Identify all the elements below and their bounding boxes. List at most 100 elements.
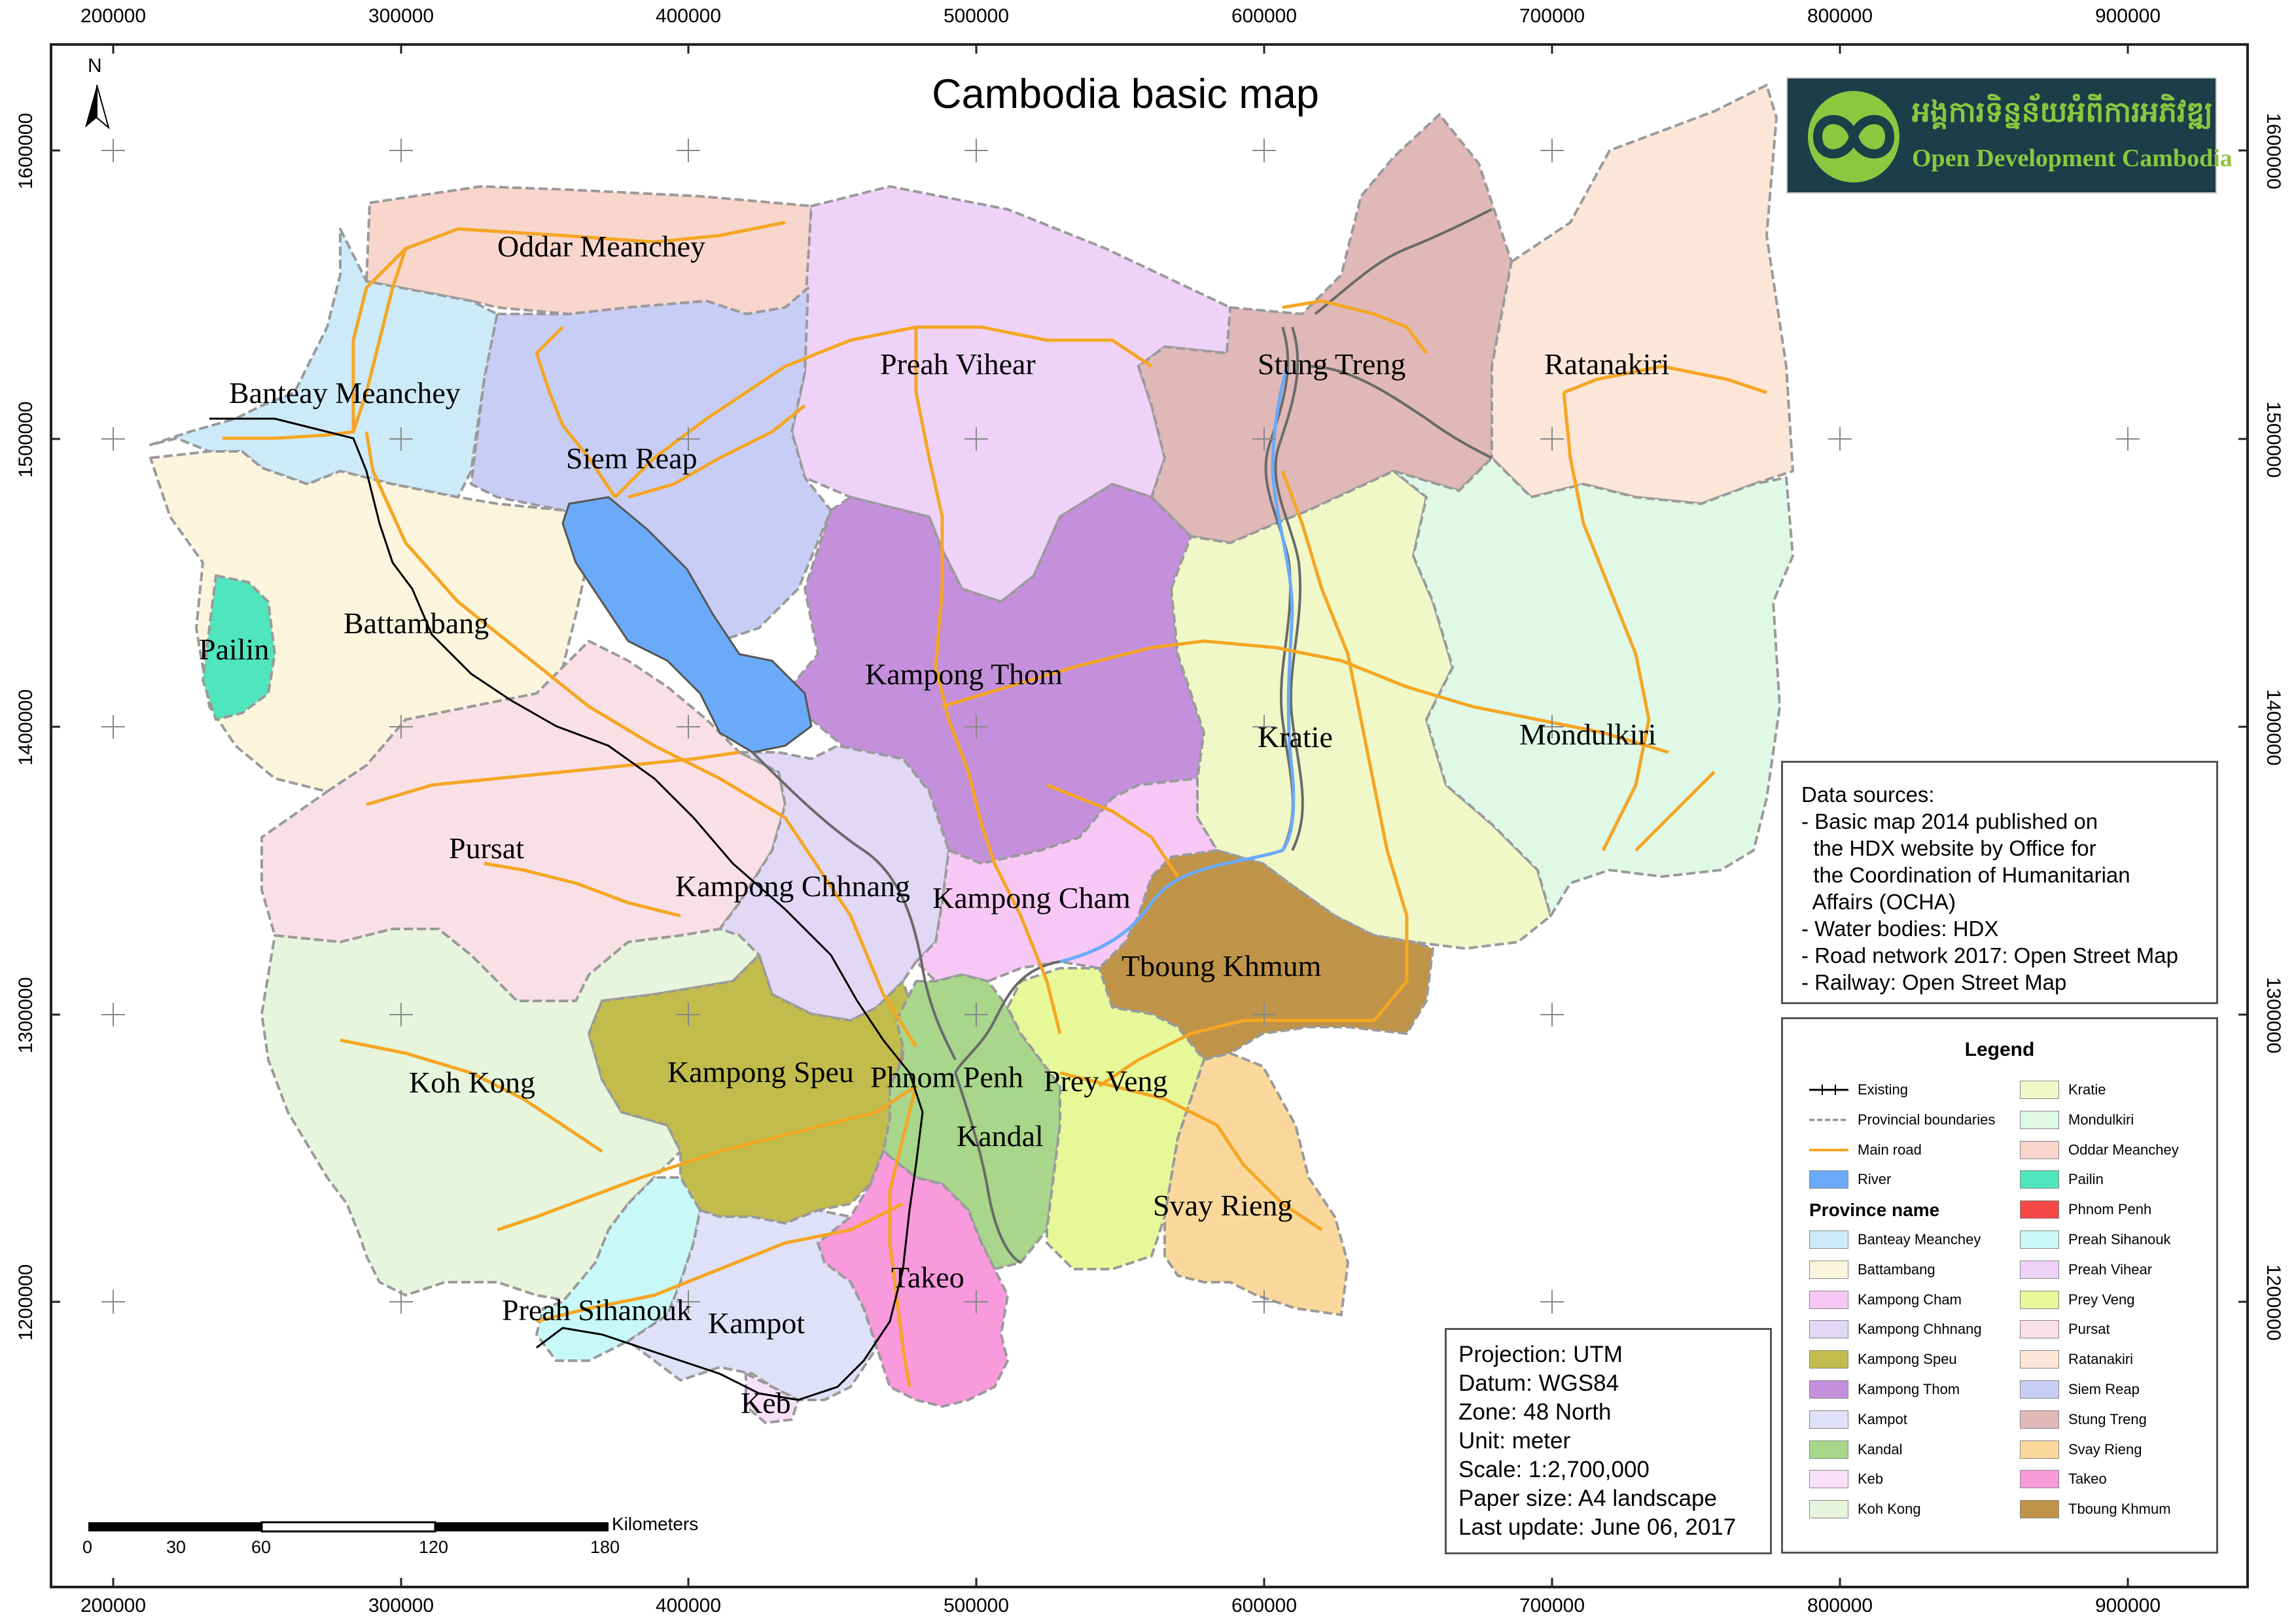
legend-swatch <box>2020 1440 2059 1459</box>
legend-swatch <box>2020 1350 2059 1369</box>
legend-label: Siem Reap <box>2068 1380 2140 1397</box>
data-sources-line: the Coordination of Humanitarian <box>1801 863 2130 887</box>
label-keb: Keb <box>741 1386 791 1420</box>
x-tick-label-bottom: 700000 <box>1519 1595 1585 1616</box>
legend-swatch <box>2020 1081 2059 1099</box>
legend-label: Prey Veng <box>2068 1291 2135 1308</box>
graticule-cross <box>389 715 413 739</box>
legend-label-existing: Existing <box>1858 1081 1909 1098</box>
legend-label: Kampong Speu <box>1858 1351 1957 1368</box>
label-oddar-meanchey: Oddar Meanchey <box>497 230 706 263</box>
graticule-cross <box>1252 715 1276 739</box>
legend-swatch <box>1809 1470 1848 1489</box>
legend-swatch <box>1809 1320 1848 1339</box>
data-sources-line: - Basic map 2014 published on <box>1801 809 2098 833</box>
legend-item-svay-rieng: Svay Rieng <box>2020 1437 2216 1467</box>
graticule-cross <box>101 427 125 451</box>
north-arrow-label: N <box>88 55 102 77</box>
frame-ticks <box>51 44 2248 1587</box>
legend-item-kandal: Kandal <box>1809 1437 2012 1467</box>
graticule-cross <box>964 1290 988 1314</box>
graticule-cross <box>964 715 988 739</box>
logo-khmer-text: អង្គការទិន្នន័យអំពីការអភិវឌ្ឍ <box>1912 96 2213 129</box>
legend-label: Pailin <box>2068 1171 2104 1188</box>
graticule-cross <box>101 139 125 162</box>
scale-bar-graphic <box>88 1521 609 1533</box>
legend-swatch <box>2020 1290 2059 1309</box>
graticule-cross <box>677 427 700 451</box>
zone-line: Zone: 48 North <box>1458 1399 1612 1425</box>
legend-item-banteay-meanchey: Banteay Meanchey <box>1809 1227 2012 1257</box>
legend-label: Kandal <box>1858 1440 1903 1457</box>
y-tick-label-right: 1600000 <box>2263 113 2284 190</box>
legend-swatch <box>1809 1440 1848 1459</box>
legend-item-kampong-speu: Kampong Speu <box>1809 1346 2012 1376</box>
data-sources-line: - Water bodies: HDX <box>1801 916 1999 941</box>
legend-label: Mondulkiri <box>2068 1111 2134 1128</box>
graticule-cross <box>677 1003 700 1026</box>
logo-english-text: Open Development Cambodia <box>1912 145 2233 172</box>
y-tick-label-right: 1500000 <box>2263 401 2284 478</box>
y-tick-label-left: 1600000 <box>15 113 37 190</box>
paper-size-line: Paper size: A4 landscape <box>1458 1486 1717 1511</box>
legend-label: Kampot <box>1858 1410 1907 1427</box>
graticule-crosses <box>101 139 2140 1314</box>
legend-item-tboung-khmum: Tboung Khmum <box>2020 1496 2216 1526</box>
legend-label: Svay Rieng <box>2068 1440 2142 1457</box>
y-tick-label-left: 1200000 <box>15 1264 37 1341</box>
legend-label: Kampong Thom <box>1858 1380 1960 1397</box>
x-tick-label-bottom: 600000 <box>1231 1595 1298 1616</box>
legend-swatch <box>1809 1500 1848 1519</box>
label-pailin: Pailin <box>199 633 270 666</box>
label-pursat: Pursat <box>449 831 524 865</box>
x-tick-label-top: 700000 <box>1519 5 1585 27</box>
legend-item-boundaries: Provincial boundaries <box>1809 1107 2012 1137</box>
province-siem-reap <box>470 287 832 649</box>
legend-item-keb: Keb <box>1809 1466 2012 1496</box>
legend-swatch <box>2020 1260 2059 1279</box>
legend-label-river: River <box>1858 1171 1892 1188</box>
odc-logo: អង្គការទិន្នន័យអំពីការអភិវឌ្ឍ Open Devel… <box>1786 77 2233 194</box>
label-kandal: Kandal <box>957 1119 1044 1153</box>
label-kampot: Kampot <box>708 1306 805 1340</box>
legend-label: Ratanakiri <box>2068 1351 2134 1368</box>
datum-line: Datum: WGS84 <box>1458 1370 1619 1396</box>
label-svay-rieng: Svay Rieng <box>1153 1189 1293 1222</box>
graticule-cross <box>677 1290 700 1314</box>
graticule-cross <box>1540 1290 1564 1314</box>
label-stung-treng: Stung Treng <box>1258 347 1406 381</box>
legend-label: Phnom Penh <box>2068 1201 2152 1218</box>
graticule-cross <box>677 715 700 739</box>
legend-label: Tboung Khmum <box>2068 1501 2171 1518</box>
y-tick-label-right: 1400000 <box>2263 689 2284 766</box>
x-tick-label-bottom: 500000 <box>943 1595 1010 1616</box>
legend-item-railway: Existing <box>1809 1077 2012 1107</box>
graticule-cross <box>2116 427 2140 451</box>
graticule-cross <box>1540 427 1564 451</box>
legend-label: Takeo <box>2068 1471 2107 1488</box>
unit-line: Unit: meter <box>1458 1428 1571 1454</box>
legend-label-main-road: Main road <box>1858 1141 1922 1158</box>
label-kampong-chhnang: Kampong Chhnang <box>675 869 911 903</box>
legend-heading-province-name: Province name <box>1809 1200 1940 1221</box>
legend-swatch <box>2020 1320 2059 1339</box>
legend-item-koh-kong: Koh Kong <box>1809 1496 2012 1526</box>
y-tick-label-left: 1400000 <box>15 689 37 766</box>
legend-item-oddar-meanchey: Oddar Meanchey <box>2020 1137 2216 1167</box>
y-tick-label-left: 1300000 <box>15 977 37 1054</box>
x-tick-label-top: 800000 <box>1807 5 1873 27</box>
legend-box: Legend Existing Provincial boundaries Ma… <box>1781 1017 2218 1554</box>
projection-info-box: Projection: UTM Datum: WGS84 Zone: 48 No… <box>1445 1328 1772 1554</box>
data-sources-line: Data sources: <box>1801 782 1935 807</box>
x-tick-label-top: 500000 <box>943 5 1010 27</box>
x-tick-label-bottom: 400000 <box>655 1595 722 1616</box>
y-tick-label-right: 1200000 <box>2263 1264 2284 1341</box>
legend-label: Pursat <box>2068 1321 2110 1338</box>
graticule-cross <box>1828 427 1852 451</box>
legend-label: Preah Vihear <box>2068 1261 2153 1278</box>
graticule-cross <box>389 1003 413 1026</box>
province-kampot <box>627 1209 878 1401</box>
x-tick-label-bottom: 300000 <box>368 1595 434 1616</box>
label-siem-reap: Siem Reap <box>566 442 698 475</box>
